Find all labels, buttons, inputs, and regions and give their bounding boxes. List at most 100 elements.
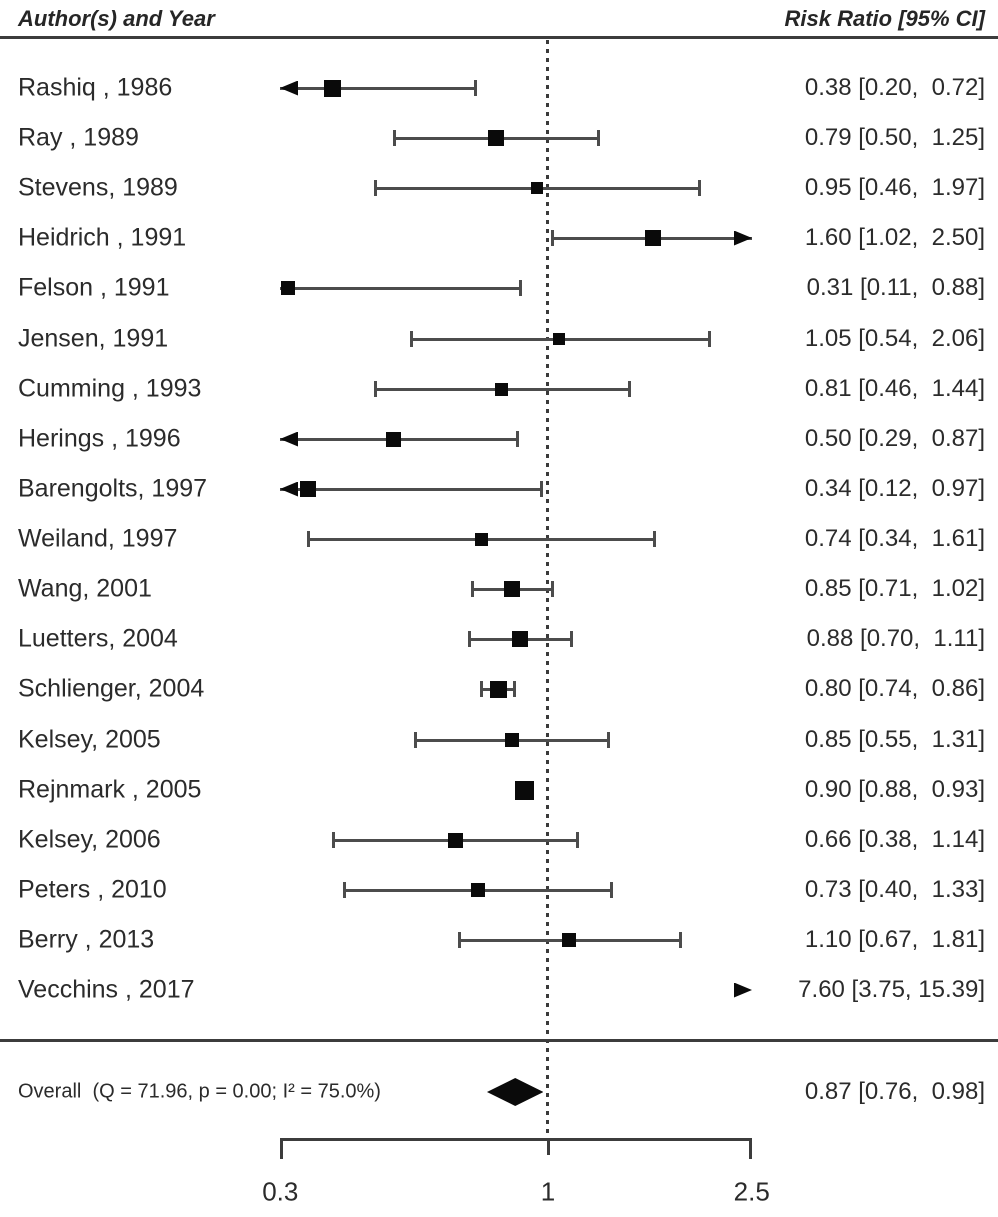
ci-cap-high (628, 381, 632, 397)
study-value: 1.10 [0.67, 1.81] (804, 926, 985, 953)
x-axis-tick-label: 2.5 (733, 1176, 770, 1207)
study-label: Stevens, 1989 (18, 173, 178, 202)
estimate-square-marker (489, 680, 507, 698)
study-label: Jensen, 1991 (18, 324, 169, 353)
estimate-square-marker (530, 182, 543, 194)
overall-value: 0.87 [0.76, 0.98] (804, 1078, 985, 1105)
offscale-left-arrow-icon (280, 431, 298, 447)
ci-cap-low (457, 932, 461, 948)
ci-cap-low (343, 882, 347, 898)
ci-cap-high (707, 331, 711, 347)
study-value: 0.31 [0.11, 0.88] (806, 274, 985, 301)
offscale-left-arrow-icon (280, 481, 298, 497)
estimate-square-marker (471, 883, 486, 897)
study-label: Barengolts, 1997 (18, 474, 208, 503)
study-value: 0.73 [0.40, 1.33] (804, 876, 985, 903)
study-value: 0.66 [0.38, 1.14] (804, 826, 985, 853)
study-label: Peters , 2010 (18, 875, 167, 904)
ci-line (280, 86, 475, 90)
study-label: Wang, 2001 (18, 574, 152, 603)
ci-cap-low (392, 130, 396, 146)
study-label: Heidrich , 1991 (18, 223, 187, 252)
estimate-square-marker (300, 481, 317, 497)
ci-cap-high (678, 932, 682, 948)
x-axis-end-tick (749, 1138, 752, 1159)
study-label: Vecchins , 2017 (18, 975, 195, 1004)
study-value: 7.60 [3.75, 15.39] (798, 976, 985, 1003)
study-value: 0.85 [0.71, 1.02] (804, 575, 985, 602)
offscale-right-arrow-icon (734, 982, 752, 998)
estimate-square-marker (324, 79, 342, 97)
offscale-right-arrow-icon (734, 230, 752, 246)
ci-cap-low (374, 381, 378, 397)
ci-cap-low (470, 581, 474, 597)
overall-diamond-marker (486, 1078, 544, 1106)
estimate-square-marker (511, 631, 528, 647)
estimate-square-marker (552, 333, 565, 345)
estimate-square-marker (503, 581, 520, 597)
offscale-left-arrow-icon (280, 80, 298, 96)
x-axis-tick-label: 0.3 (262, 1176, 299, 1207)
x-axis-line (280, 1138, 752, 1141)
ci-cap-high (570, 631, 574, 647)
ci-line (280, 487, 542, 491)
estimate-square-marker (562, 933, 577, 947)
ci-cap-low (409, 331, 413, 347)
ci-cap-high (607, 732, 611, 748)
column-header-risk-ratio: Risk Ratio [95% CI] (784, 6, 986, 31)
study-label: Kelsey, 2006 (18, 825, 161, 854)
ci-cap-high (576, 832, 580, 848)
ci-cap-low (414, 732, 418, 748)
study-value: 0.88 [0.70, 1.11] (806, 625, 985, 652)
ci-cap-low (480, 681, 484, 697)
ci-cap-low (331, 832, 335, 848)
header-divider-line (0, 36, 998, 39)
x-axis-end-tick (280, 1138, 283, 1159)
study-label: Ray , 1989 (18, 123, 139, 152)
study-value: 0.95 [0.46, 1.97] (804, 174, 985, 201)
study-label: Felson , 1991 (18, 273, 170, 302)
column-header-authors: Author(s) and Year (18, 6, 215, 31)
study-label: Luetters, 2004 (18, 624, 178, 653)
study-label: Cumming , 1993 (18, 374, 202, 403)
study-value: 0.80 [0.74, 0.86] (804, 675, 985, 702)
ci-cap-low (467, 631, 471, 647)
x-axis-tick (547, 1138, 550, 1155)
summary-divider-line (0, 1039, 998, 1042)
estimate-square-marker (448, 832, 464, 848)
estimate-square-marker (474, 532, 488, 546)
study-value: 0.74 [0.34, 1.61] (804, 525, 985, 552)
x-axis-tick-label: 1 (540, 1176, 556, 1207)
ci-cap-low (307, 531, 311, 547)
study-value: 0.85 [0.55, 1.31] (804, 726, 985, 753)
study-label: Schlienger, 2004 (18, 674, 205, 703)
study-value: 0.79 [0.50, 1.25] (804, 124, 985, 151)
study-value: 1.05 [0.54, 2.06] (804, 325, 985, 352)
ci-cap-high (652, 531, 656, 547)
study-value: 0.90 [0.88, 0.93] (804, 776, 985, 803)
study-label: Rejnmark , 2005 (18, 775, 202, 804)
study-value: 0.81 [0.46, 1.44] (804, 375, 985, 402)
study-label: Herings , 1996 (18, 424, 181, 453)
ci-cap-low (551, 230, 555, 246)
ci-cap-high (516, 431, 520, 447)
ci-cap-high (610, 882, 614, 898)
study-label: Kelsey, 2005 (18, 725, 161, 754)
study-value: 0.50 [0.29, 0.87] (804, 425, 985, 452)
estimate-square-marker (515, 780, 535, 800)
study-value: 1.60 [1.02, 2.50] (804, 224, 985, 251)
ci-line (280, 286, 520, 290)
ci-cap-high (551, 581, 555, 597)
ci-cap-high (518, 280, 522, 296)
study-value: 0.34 [0.12, 0.97] (804, 475, 985, 502)
ci-cap-high (596, 130, 600, 146)
study-label: Weiland, 1997 (18, 524, 178, 553)
estimate-square-marker (487, 130, 504, 146)
ci-cap-low (374, 180, 378, 196)
ci-cap-high (540, 481, 544, 497)
estimate-square-marker (386, 431, 402, 447)
estimate-square-marker (644, 230, 661, 246)
estimate-square-marker (504, 733, 519, 747)
study-label: Rashiq , 1986 (18, 73, 173, 102)
